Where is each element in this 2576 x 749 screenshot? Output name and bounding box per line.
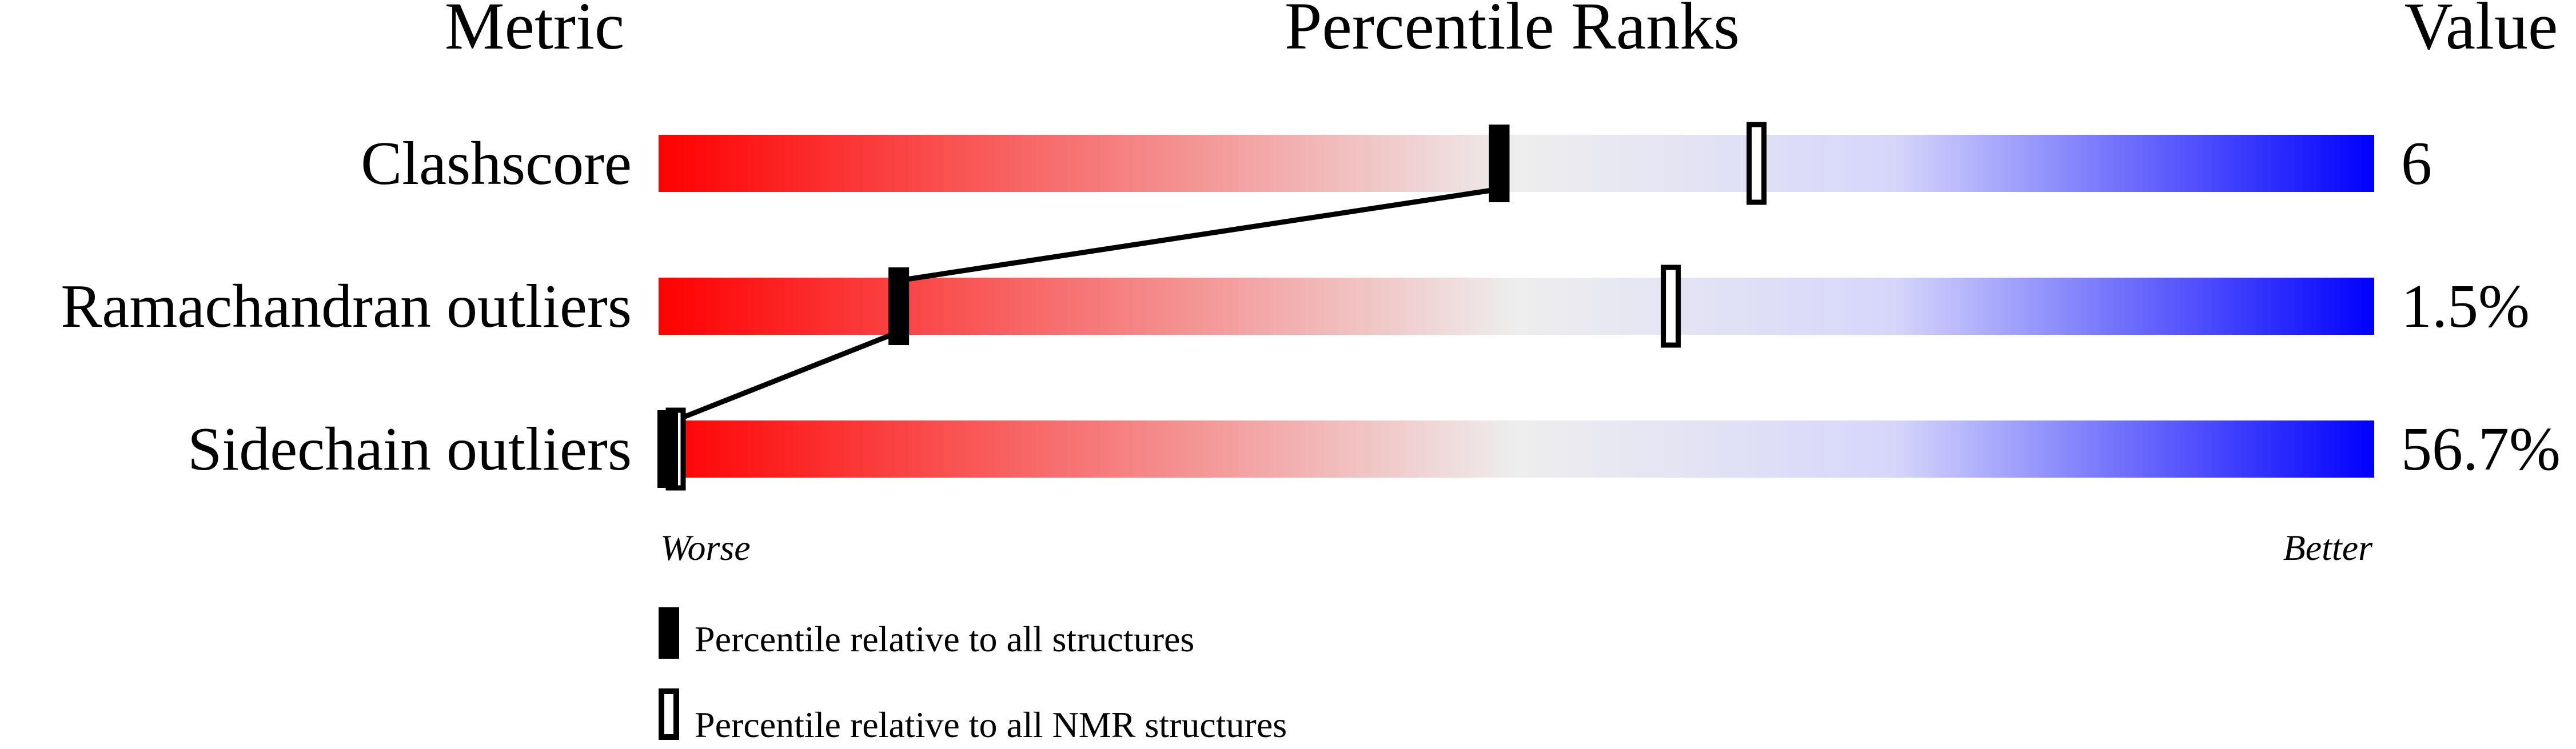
percentile-bar <box>659 135 2374 192</box>
all-percentile-marker <box>888 267 910 345</box>
metric-value: 56.7% <box>2401 415 2561 483</box>
header-percentile-ranks: Percentile Ranks <box>1285 0 1740 63</box>
header-metric: Metric <box>445 0 625 63</box>
legend-filled-marker-icon <box>659 607 679 659</box>
metric-label: Clashscore <box>361 130 632 198</box>
legend-nmr-structures: Percentile relative to all NMR structure… <box>695 704 1287 745</box>
metric-value: 1.5% <box>2401 273 2530 341</box>
metric-label: Ramachandran outliers <box>61 273 632 341</box>
all-percentile-marker <box>1489 125 1510 202</box>
metric-label: Sidechain outliers <box>188 415 632 483</box>
axis-worse-label: Worse <box>660 527 751 568</box>
nmr-percentile-marker <box>1746 122 1767 205</box>
header-value: Value <box>2404 0 2558 63</box>
metric-value: 6 <box>2401 130 2432 198</box>
axis-better-label: Better <box>2283 527 2373 568</box>
all-percentile-marker <box>657 410 678 488</box>
legend-all-structures: Percentile relative to all structures <box>695 619 1194 659</box>
percentile-bar <box>659 420 2374 478</box>
nmr-percentile-marker <box>1661 265 1681 348</box>
legend-open-marker-icon <box>659 688 679 740</box>
percentile-bar <box>659 278 2374 335</box>
